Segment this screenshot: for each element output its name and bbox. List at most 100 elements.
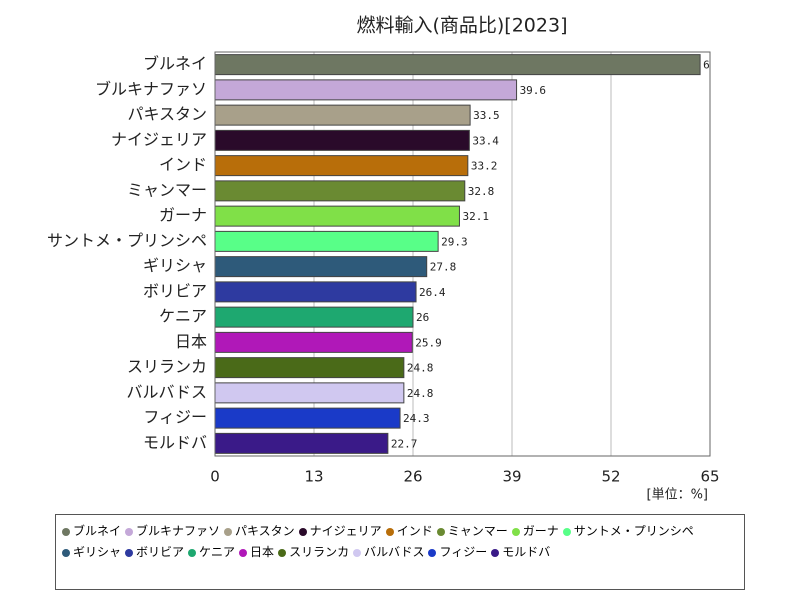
legend-item: 日本	[239, 542, 274, 563]
y-tick-label: ブルネイ	[143, 54, 207, 73]
legend-item: ガーナ	[511, 521, 559, 542]
legend-label: 日本	[250, 545, 275, 559]
legend-label: モルドバ	[502, 545, 551, 559]
legend-item: ミャンマー	[436, 521, 508, 542]
legend-marker	[436, 527, 445, 536]
bar	[214, 205, 460, 227]
legend-label: パキスタン	[235, 524, 295, 538]
value-label: 29.3	[441, 235, 468, 248]
legend-label: バルバドス	[364, 545, 425, 559]
value-labels: 63.7 39.6 33.5 33.4 33.2 32.8 32.1 29.3 27.8 26.4…	[391, 59, 710, 451]
bar	[214, 180, 466, 202]
legend-marker	[385, 527, 394, 536]
legend-item: ボリビア	[125, 542, 184, 563]
legend-item: ナイジェリア	[298, 521, 382, 542]
value-label: 26.4	[419, 286, 446, 299]
legend-label: サントメ・プリンシペ	[573, 524, 694, 538]
legend-marker	[62, 527, 70, 536]
value-label: 39.6	[520, 84, 547, 97]
value-label: 27.8	[430, 261, 457, 274]
y-tick-label: パキスタン	[127, 105, 207, 124]
legend-marker	[125, 527, 134, 536]
legend-marker	[224, 527, 233, 536]
legend-marker	[62, 548, 70, 557]
x-tick-label: 52	[601, 468, 620, 486]
bar	[214, 281, 417, 303]
legend-marker	[511, 527, 520, 536]
legend-item: パキスタン	[224, 521, 295, 542]
bar	[214, 155, 469, 177]
bar	[214, 432, 389, 454]
chart-title: 燃料輸入(商品比)[2023]	[356, 15, 567, 37]
x-tick-label: 65	[700, 468, 719, 486]
bar	[214, 382, 405, 404]
y-tick-label: スリランカ	[127, 357, 207, 376]
bar	[214, 306, 414, 328]
legend-item: ギリシャ	[62, 542, 121, 563]
value-label: 33.5	[473, 109, 500, 122]
y-tick-label: モルドバ	[143, 433, 207, 452]
y-tick-label: ガーナ	[159, 206, 207, 225]
legend-label: ナイジェリア	[309, 524, 382, 538]
legend-label: ギリシャ	[73, 545, 122, 559]
y-tick-label: ミャンマー	[127, 180, 207, 199]
value-label: 24.8	[407, 362, 434, 375]
y-tick-label: サントメ・プリンシペ	[47, 231, 207, 250]
legend-marker	[298, 527, 307, 536]
bar	[214, 129, 470, 151]
legend-item: フィジー	[428, 542, 487, 563]
plot-border	[214, 51, 711, 457]
value-label: 26	[416, 311, 429, 324]
unit-label: [単位：%]	[647, 487, 709, 503]
y-tick-label: ブルキナファソ	[95, 79, 207, 98]
x-tick-label: 0	[210, 468, 220, 486]
x-tick-label: 26	[403, 468, 422, 486]
legend-label: ケニア	[199, 545, 236, 559]
bar	[214, 407, 401, 429]
y-tick-label: ギリシャ	[143, 256, 207, 275]
bar	[214, 331, 413, 353]
legend-label: インド	[396, 524, 433, 538]
legend-label: ミャンマー	[447, 524, 508, 538]
x-tick-label: 13	[304, 468, 323, 486]
value-label: 32.1	[462, 210, 489, 223]
value-label: 24.3	[403, 412, 430, 425]
legend-label: ブルキナファソ	[136, 524, 221, 538]
legend-marker	[188, 548, 197, 557]
legend-marker	[125, 548, 134, 557]
legend: ブルネイ ブルキナファソ パキスタン ナイジェリア インド ミャンマー ガーナ サントメ・プリ…	[55, 514, 745, 590]
value-label: 33.4	[472, 134, 499, 147]
legend-label: ガーナ	[522, 524, 559, 538]
bar	[214, 230, 439, 252]
legend-item: ブルキナファソ	[125, 521, 220, 542]
legend-item: モルドバ	[491, 542, 550, 563]
chart: 燃料輸入(商品比)[2023] [単位：%] 0 13 26 39 52 65 ブルネイブル…	[47, 15, 720, 503]
legend-marker	[278, 548, 287, 557]
bar	[214, 256, 428, 278]
legend-marker	[353, 548, 362, 557]
y-tick-label: ボリビア	[143, 281, 207, 300]
legend-label: ブルネイ	[73, 524, 122, 538]
value-label: 25.9	[415, 336, 442, 349]
legend-label: フィジー	[439, 545, 488, 559]
legend-label: スリランカ	[289, 545, 350, 559]
x-tick-label: 39	[502, 468, 521, 486]
y-tick-label: ナイジェリア	[111, 130, 207, 149]
y-tick-label: フィジー	[143, 408, 207, 427]
y-tick-label: インド	[159, 155, 207, 174]
bar	[214, 104, 471, 126]
value-label: 33.2	[471, 160, 498, 173]
y-tick-label: 日本	[175, 332, 207, 351]
value-label: 24.8	[407, 387, 434, 400]
bar	[214, 54, 701, 76]
y-tick-label: ケニア	[159, 307, 207, 326]
legend-item: サントメ・プリンシペ	[562, 521, 694, 542]
legend-item: ブルネイ	[62, 521, 121, 542]
legend-marker	[562, 527, 571, 536]
bar	[214, 357, 405, 379]
legend-item: バルバドス	[353, 542, 424, 563]
legend-label: ボリビア	[136, 545, 185, 559]
y-tick-label: バルバドス	[127, 382, 207, 401]
legend-item: ケニア	[188, 542, 235, 563]
